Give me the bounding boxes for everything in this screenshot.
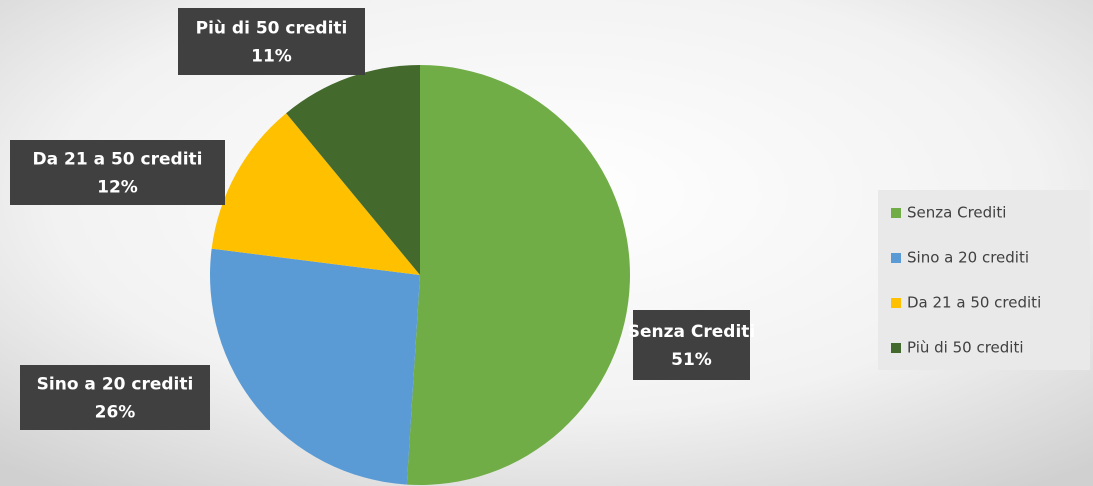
legend-swatch xyxy=(891,298,901,308)
legend-swatch xyxy=(891,343,901,353)
pie-slice xyxy=(210,248,420,485)
pie-slice xyxy=(406,65,630,485)
data-label-name: Sino a 20 crediti xyxy=(37,375,194,395)
data-label-value: 51% xyxy=(671,350,712,370)
data-label-box xyxy=(178,8,365,75)
data-label-box xyxy=(10,140,225,205)
data-label-value: 11% xyxy=(251,47,292,67)
pie-slice xyxy=(211,113,420,275)
data-label-value: 12% xyxy=(97,178,138,198)
data-label-name: Da 21 a 50 crediti xyxy=(33,150,203,170)
data-label-name: Senza Crediti xyxy=(628,322,756,342)
pie-slice xyxy=(286,65,420,275)
legend-label: Senza Crediti xyxy=(907,204,1006,222)
legend-label: Sino a 20 crediti xyxy=(907,249,1029,267)
data-label-box xyxy=(633,310,750,380)
legend-swatch xyxy=(891,253,901,263)
legend-box xyxy=(878,190,1090,370)
legend-swatch xyxy=(891,208,901,218)
data-label-box xyxy=(20,365,210,430)
legend-label: Da 21 a 50 crediti xyxy=(907,294,1041,312)
data-label-value: 26% xyxy=(95,403,136,423)
legend-label: Più di 50 crediti xyxy=(907,339,1024,357)
data-label-name: Più di 50 crediti xyxy=(196,19,348,39)
